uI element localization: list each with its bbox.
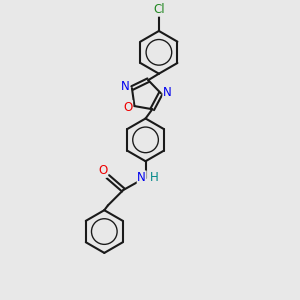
Text: O: O bbox=[98, 164, 107, 177]
Text: N: N bbox=[163, 85, 172, 98]
Text: N: N bbox=[121, 80, 130, 93]
Text: Cl: Cl bbox=[153, 3, 165, 16]
Text: N: N bbox=[137, 171, 146, 184]
Text: H: H bbox=[149, 171, 158, 184]
Text: O: O bbox=[123, 101, 133, 114]
